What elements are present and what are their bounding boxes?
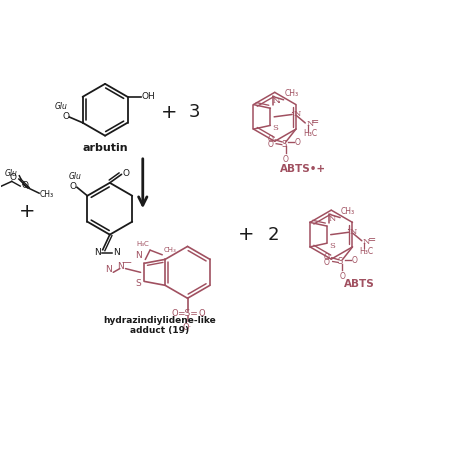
Text: O: O: [283, 155, 289, 164]
Text: N: N: [117, 262, 124, 271]
Text: O: O: [295, 138, 301, 147]
Text: O: O: [267, 136, 273, 145]
Text: =S=: =S=: [177, 310, 198, 319]
Text: CH₃: CH₃: [40, 190, 54, 199]
Text: O: O: [267, 140, 273, 149]
Text: N: N: [329, 215, 336, 223]
Text: S: S: [281, 140, 286, 149]
Text: N: N: [306, 120, 314, 128]
Text: O: O: [324, 258, 330, 267]
Text: Glu: Glu: [69, 172, 82, 181]
Text: S: S: [273, 124, 279, 132]
Text: hydrazindiylidene-like: hydrazindiylidene-like: [103, 316, 216, 325]
Text: N: N: [293, 110, 301, 118]
Text: 2: 2: [268, 226, 280, 244]
Text: O: O: [21, 182, 28, 191]
Text: N: N: [135, 251, 142, 260]
Text: O·: O·: [183, 323, 192, 332]
Text: =: =: [311, 117, 319, 127]
Text: H₃C: H₃C: [137, 241, 149, 247]
Text: CH₃: CH₃: [341, 207, 355, 216]
Text: S: S: [329, 242, 335, 250]
Text: OH: OH: [142, 92, 155, 101]
Text: O: O: [324, 253, 330, 262]
Text: CH₃: CH₃: [163, 247, 176, 254]
Text: N: N: [113, 248, 120, 257]
Text: S: S: [135, 279, 141, 288]
Text: O: O: [10, 173, 17, 182]
Text: O: O: [352, 255, 357, 264]
Text: H₃C: H₃C: [303, 129, 317, 138]
Text: Glu: Glu: [5, 169, 18, 178]
Text: CH₃: CH₃: [284, 90, 299, 99]
Text: O: O: [171, 309, 178, 318]
Text: +: +: [160, 103, 177, 122]
Text: ABTS•+: ABTS•+: [280, 164, 326, 173]
Text: Glu: Glu: [55, 102, 68, 111]
Text: S: S: [337, 257, 343, 266]
Text: =: =: [368, 235, 376, 245]
Text: H₃C: H₃C: [359, 246, 374, 255]
Text: N: N: [350, 228, 357, 236]
Text: ·: ·: [277, 96, 281, 109]
Text: +: +: [19, 201, 36, 220]
Text: 3: 3: [189, 103, 201, 121]
Text: arbutin: arbutin: [82, 144, 128, 154]
Text: N: N: [363, 238, 370, 246]
Text: adduct (19): adduct (19): [130, 326, 189, 335]
Text: N: N: [94, 248, 101, 257]
Text: N: N: [105, 265, 112, 274]
Text: +: +: [238, 225, 255, 244]
Text: —: —: [121, 257, 131, 267]
Text: ABTS: ABTS: [344, 279, 375, 289]
Text: O: O: [198, 309, 205, 318]
Text: O: O: [339, 273, 345, 282]
Text: O: O: [69, 182, 76, 191]
Text: N: N: [272, 97, 280, 105]
Text: O: O: [123, 169, 130, 178]
Text: O: O: [63, 112, 69, 121]
